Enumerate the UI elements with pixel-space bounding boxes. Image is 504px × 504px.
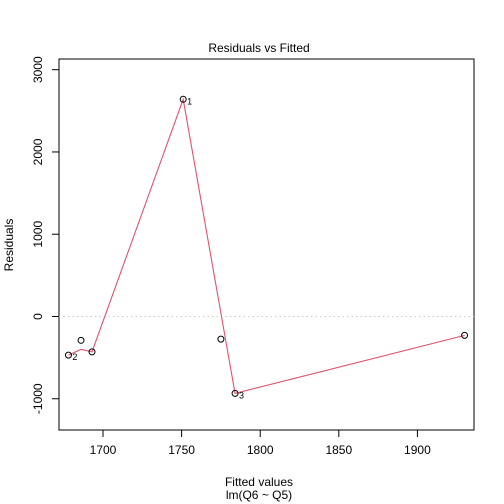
- data-point: [231, 389, 239, 397]
- chart-title: Residuals vs Fitted: [208, 41, 309, 55]
- data-point: [217, 335, 225, 343]
- data-point: [179, 95, 187, 103]
- x-tick-label: 1900: [404, 443, 431, 457]
- y-tick-label: 2000: [31, 138, 45, 165]
- x-tick-label: 1800: [247, 443, 274, 457]
- y-tick-label: 1000: [31, 221, 45, 248]
- point-label: 1: [187, 96, 192, 106]
- smooth-line: [68, 97, 465, 395]
- y-tick-label: 3000: [31, 56, 45, 83]
- data-point: [88, 348, 96, 356]
- text-layer: Residuals vs Fitted Fitted values lm(Q6 …: [2, 41, 310, 502]
- plot-frame: [58, 58, 475, 431]
- smooth-line-layer: [68, 97, 465, 395]
- x-axis-title: Fitted values: [225, 475, 293, 489]
- x-tick-label: 1850: [325, 443, 352, 457]
- point-label: 3: [239, 390, 244, 400]
- point-label: 2: [72, 352, 77, 362]
- x-tick-label: 1750: [168, 443, 195, 457]
- y-tick-label: -1000: [31, 383, 45, 414]
- data-point: [461, 331, 469, 339]
- axes-layer: 1700 1750 1800 1850 1900 -1000 0 1000 2000 3000: [31, 56, 475, 457]
- x-tick-label: 1700: [90, 443, 117, 457]
- data-point: [64, 351, 72, 359]
- y-tick-label: 0: [31, 313, 45, 320]
- data-point: [77, 336, 85, 344]
- data-points-layer: 2 1 3: [64, 95, 469, 400]
- y-axis-title: Residuals: [2, 219, 16, 272]
- x-axis-subtitle: lm(Q6 ~ Q5): [226, 488, 292, 502]
